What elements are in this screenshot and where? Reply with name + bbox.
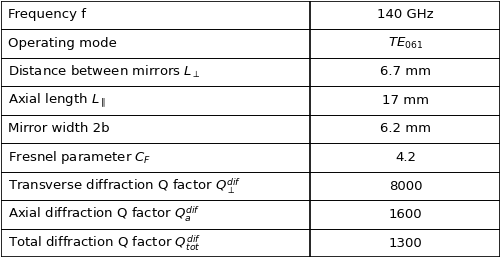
Text: Transverse diffraction Q factor $Q_{\perp}^{dif}$: Transverse diffraction Q factor $Q_{\per… [8,176,241,196]
Text: Distance between mirrors $L_{\perp}$: Distance between mirrors $L_{\perp}$ [8,64,201,80]
Text: 17 mm: 17 mm [382,94,429,107]
Text: Axial diffraction Q factor $Q_{a}^{dif}$: Axial diffraction Q factor $Q_{a}^{dif}$ [8,205,200,224]
Text: 8000: 8000 [389,180,422,192]
Text: 6.2 mm: 6.2 mm [380,123,431,135]
Text: 1600: 1600 [389,208,422,221]
Text: 6.7 mm: 6.7 mm [380,66,431,78]
Text: Total diffraction Q factor $Q_{tot}^{dif}$: Total diffraction Q factor $Q_{tot}^{dif… [8,233,201,253]
Text: Mirror width 2b: Mirror width 2b [8,123,110,135]
Text: 4.2: 4.2 [395,151,416,164]
Text: $\mathit{TE}_{061}$: $\mathit{TE}_{061}$ [388,36,423,51]
Text: 1300: 1300 [388,237,422,249]
Text: 140 GHz: 140 GHz [377,9,434,21]
Text: Frequency f: Frequency f [8,9,86,21]
Text: Fresnel parameter $C_{F}$: Fresnel parameter $C_{F}$ [8,149,152,166]
Text: Axial length $L_{\parallel}$: Axial length $L_{\parallel}$ [8,92,106,109]
Text: Operating mode: Operating mode [8,37,117,50]
